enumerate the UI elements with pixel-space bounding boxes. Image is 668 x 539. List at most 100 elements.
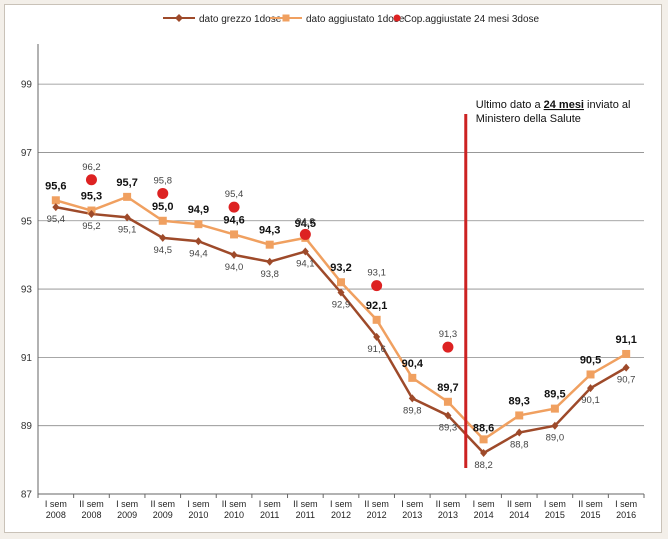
point-raw (551, 421, 559, 430)
point-adjusted (337, 278, 345, 287)
point-cop-3dose (85, 174, 97, 186)
x-tick-label: II sem (79, 499, 104, 509)
annotation-text-emphasis: 24 mesi (544, 99, 584, 111)
point-cop-3dose (371, 280, 383, 292)
legend: dato grezzo 1dose dato aggiustato 1dose Co… (163, 14, 540, 25)
x-tick-label: 2013 (402, 510, 422, 520)
x-tick-label: I sem (116, 499, 138, 509)
point-cop-3dose (157, 187, 169, 199)
legend-label: Cop.aggiustate 24 mesi 3dose (404, 14, 540, 25)
point-cop-3dose (442, 341, 454, 353)
x-tick-label: 2011 (296, 510, 315, 520)
point-adjusted (158, 216, 167, 225)
data-label-raw: 93,8 (260, 269, 279, 280)
x-tick-label: II sem (151, 499, 176, 509)
legend-marker-circle (393, 14, 401, 22)
y-tick-label: 97 (21, 148, 33, 159)
point-adjusted (230, 230, 239, 239)
point-adjusted (515, 411, 524, 420)
point-raw (408, 394, 416, 403)
legend-label: dato grezzo 1dose (199, 14, 282, 25)
x-tick-label: 2008 (46, 510, 66, 520)
x-tick-label: I sem (187, 499, 209, 509)
data-label-raw: 94,4 (189, 248, 208, 259)
point-raw (515, 428, 523, 437)
y-tick-label: 99 (21, 80, 33, 91)
point-adjusted (51, 196, 60, 205)
x-tick-label: 2014 (509, 510, 529, 520)
x-tick-label: I sem (401, 499, 423, 509)
data-label-adjusted: 94,5 (295, 218, 316, 230)
data-label-raw: 95,1 (118, 224, 137, 235)
x-tick-label: 2015 (545, 510, 565, 520)
data-label-raw: 91,6 (367, 344, 386, 355)
data-label-adjusted: 95,6 (45, 180, 66, 192)
x-tick-label: 2015 (581, 510, 601, 520)
x-tick-label: I sem (473, 499, 495, 509)
data-label-cop-3dose: 91,3 (439, 329, 458, 340)
data-label-cop-3dose: 93,1 (367, 268, 386, 279)
x-tick-label: 2010 (188, 510, 208, 520)
data-label-adjusted: 91,1 (615, 334, 636, 346)
series-line-raw (55, 205, 627, 455)
x-tick-label: 2010 (224, 510, 244, 520)
x-tick-label: I sem (330, 499, 352, 509)
annotation-text-line2: Ministero della Salute (476, 113, 581, 125)
point-adjusted (372, 315, 381, 324)
data-label-adjusted: 88,6 (473, 422, 494, 434)
x-tick-label: 2009 (153, 510, 173, 520)
point-raw (622, 363, 630, 372)
y-tick-label: 95 (21, 216, 33, 227)
data-label-raw: 89,0 (546, 433, 565, 444)
x-tick-label: 2009 (117, 510, 137, 520)
point-raw (373, 332, 381, 341)
legend-marker-square (282, 14, 290, 22)
data-label-adjusted: 89,5 (544, 389, 565, 401)
data-label-cop-3dose: 95,8 (154, 175, 173, 186)
point-raw (230, 250, 238, 259)
data-label-raw: 88,2 (474, 460, 493, 471)
point-adjusted (586, 370, 595, 379)
point-raw (301, 247, 309, 256)
data-label-raw: 95,4 (47, 214, 66, 225)
point-adjusted (550, 404, 559, 413)
data-labels: 95,6 95,3 95,7 95,0 94,9 94,6 94,3 94,5 93,2 92,1… (45, 162, 637, 471)
point-adjusted (123, 192, 132, 201)
point-adjusted (443, 397, 452, 406)
x-tick-label: 2014 (474, 510, 494, 520)
chart-frame (4, 4, 662, 533)
series-layer (51, 174, 631, 458)
x-tick-label: II sem (507, 499, 532, 509)
y-tick-label: 89 (21, 421, 33, 432)
y-tick-label: 93 (21, 285, 33, 296)
point-raw (587, 384, 595, 393)
y-tick-label: 87 (21, 490, 33, 501)
x-tick-label: 2011 (260, 510, 279, 520)
point-raw (480, 449, 488, 458)
annotation-text-part: inviato al (584, 99, 630, 111)
data-label-cop-3dose: 95,4 (225, 189, 244, 200)
data-label-adjusted: 90,4 (402, 358, 424, 370)
annotation-text-part: Ultimo dato a (476, 99, 544, 111)
data-label-adjusted: 89,7 (437, 382, 458, 394)
x-tick-label: I sem (615, 499, 637, 509)
point-raw (444, 411, 452, 420)
data-label-raw: 90,7 (617, 375, 636, 386)
data-label-adjusted: 95,7 (116, 177, 137, 189)
data-label-raw: 94,5 (154, 245, 173, 256)
grid (38, 83, 644, 427)
point-adjusted (265, 240, 274, 249)
data-label-cop-3dose: 94,6 (296, 216, 315, 227)
data-label-raw: 90,1 (581, 395, 600, 406)
point-adjusted (194, 220, 203, 229)
annotation-text-line1: Ultimo dato a 24 mesi inviato al (476, 99, 631, 111)
point-raw (123, 213, 131, 222)
data-label-raw: 89,8 (403, 405, 422, 416)
data-label-adjusted: 94,6 (223, 214, 244, 226)
data-label-raw: 92,9 (332, 299, 351, 310)
x-tick-label: II sem (578, 499, 603, 509)
x-tick-label: II sem (436, 499, 461, 509)
data-label-adjusted: 95,0 (152, 201, 173, 213)
point-raw (337, 288, 345, 297)
